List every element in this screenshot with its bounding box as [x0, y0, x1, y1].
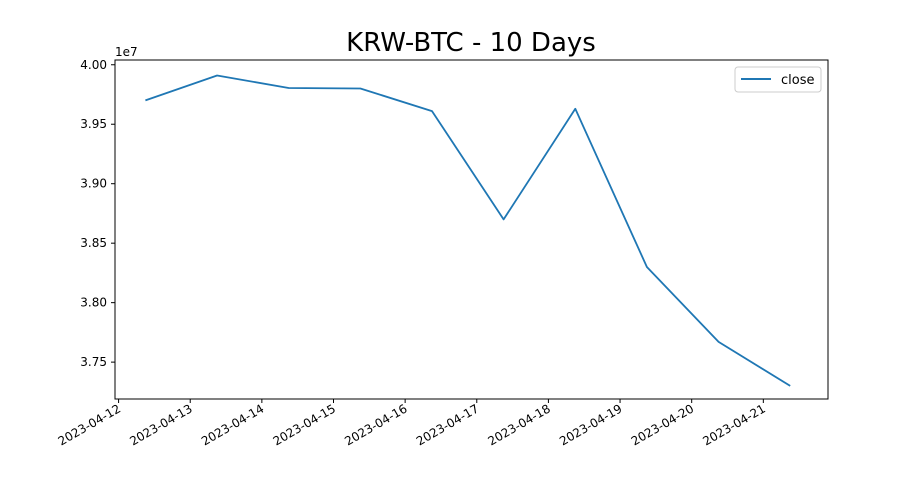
- legend-label-close: close: [781, 73, 814, 88]
- y-tick-label: 3.85: [80, 236, 107, 250]
- chart-title: KRW-BTC - 10 Days: [346, 28, 596, 58]
- y-tick-label: 3.90: [80, 177, 107, 191]
- plot-frame: [114, 59, 829, 400]
- y-axis-offset-label: 1e7: [115, 45, 138, 59]
- legend-box: [734, 66, 822, 93]
- series-line-close: [145, 74, 791, 387]
- legend: close: [734, 66, 822, 93]
- y-tick-label: 3.80: [80, 296, 107, 310]
- y-tick-label: 3.95: [80, 117, 107, 131]
- y-tick-label: 3.75: [80, 355, 107, 369]
- y-tick-label: 4.00: [80, 58, 107, 72]
